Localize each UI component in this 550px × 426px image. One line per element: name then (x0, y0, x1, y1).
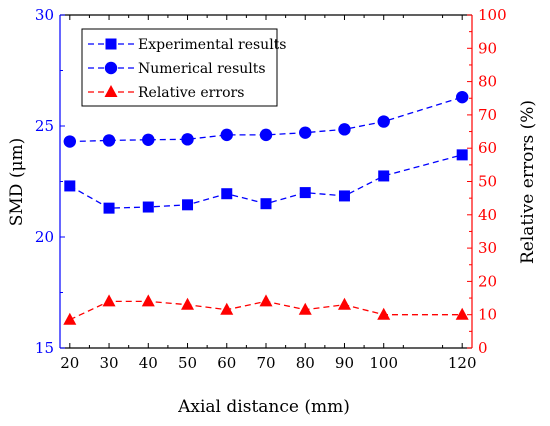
data-point-experimental (260, 198, 272, 210)
x-tick-label: 80 (296, 354, 315, 372)
data-point-relative-errors (181, 297, 195, 310)
data-point-experimental (103, 202, 115, 214)
axes-layer: 20 30 40 50 60 70 80 90 100 120 15 20 25 30 0 10 20 30 40 5… (35, 6, 507, 372)
y-right-tick-label: 30 (478, 239, 497, 257)
data-point-relative-errors (63, 312, 77, 325)
legend-marker-experimental (105, 38, 117, 50)
series-experimental (64, 149, 468, 214)
y-right-tick-label: 80 (478, 73, 497, 91)
data-point-numerical (259, 128, 273, 142)
x-tick-label: 20 (60, 354, 79, 372)
data-point-relative-errors (337, 297, 351, 310)
data-point-numerical (338, 123, 351, 136)
y-left-tick-label: 25 (35, 117, 54, 135)
data-point-numerical (377, 115, 390, 128)
data-point-relative-errors (220, 302, 234, 315)
x-tick-label: 30 (100, 354, 119, 372)
y-axis-right-label: Relative errors (%) (518, 100, 538, 264)
data-point-experimental (182, 199, 194, 211)
legend-label-relative-errors: Relative errors (138, 85, 244, 101)
data-point-experimental (456, 149, 468, 161)
data-point-experimental (64, 180, 76, 192)
data-point-relative-errors (377, 307, 391, 320)
y-right-tick-label: 90 (478, 39, 497, 57)
data-point-relative-errors (298, 302, 312, 315)
data-point-experimental (142, 201, 154, 213)
data-point-numerical (220, 128, 233, 142)
y-right-tick-label: 40 (478, 206, 497, 224)
data-point-experimental (338, 190, 350, 202)
x-tick-label: 40 (139, 354, 158, 372)
y-right-tick-label: 0 (478, 339, 488, 357)
y-right-tick-label: 60 (478, 139, 497, 157)
legend-label-experimental: Experimental results (138, 37, 286, 53)
y-axis-left-label: SMD (μm) (7, 138, 27, 227)
data-point-relative-errors (141, 294, 155, 307)
x-tick-label: 70 (256, 354, 275, 372)
y-right-tick-label: 50 (478, 173, 497, 191)
y-left-tick-label: 20 (35, 228, 54, 246)
data-point-numerical (455, 90, 469, 104)
series-relative-errors (63, 294, 469, 325)
legend-marker-numerical (104, 61, 118, 75)
x-axis-label: Axial distance (mm) (177, 397, 350, 417)
series-numerical (63, 90, 469, 148)
legend: Experimental results Numerical results Rel… (81, 28, 286, 107)
x-tick-label: 50 (178, 354, 197, 372)
series-line-numerical (69, 96, 463, 143)
x-tick-label: 120 (448, 354, 477, 372)
data-point-relative-errors (102, 294, 116, 307)
y-right-tick-label: 70 (478, 106, 497, 124)
x-tick-label: 100 (369, 354, 398, 372)
data-point-numerical (142, 133, 155, 146)
y-left-tick-label: 30 (35, 6, 54, 24)
series-layer (63, 90, 469, 325)
data-point-relative-errors (259, 294, 273, 307)
x-tick-label: 90 (335, 354, 354, 372)
data-point-numerical (299, 126, 312, 139)
data-point-experimental (299, 187, 311, 199)
series-line-experimental (69, 154, 463, 209)
y-right-tick-label: 20 (478, 272, 497, 290)
y-left-tick-label: 15 (35, 339, 54, 357)
x-tick-label: 60 (217, 354, 236, 372)
series-line-relative-errors (69, 300, 463, 321)
data-point-numerical (102, 134, 116, 147)
legend-label-numerical: Numerical results (138, 61, 266, 77)
data-point-numerical (181, 133, 194, 146)
data-point-relative-errors (455, 307, 469, 320)
data-point-experimental (378, 170, 390, 182)
data-point-numerical (63, 135, 77, 148)
y-right-tick-label: 100 (478, 6, 507, 24)
data-point-experimental (221, 188, 233, 200)
legend-marker-relative-errors (104, 85, 118, 97)
y-right-tick-label: 10 (478, 306, 497, 324)
